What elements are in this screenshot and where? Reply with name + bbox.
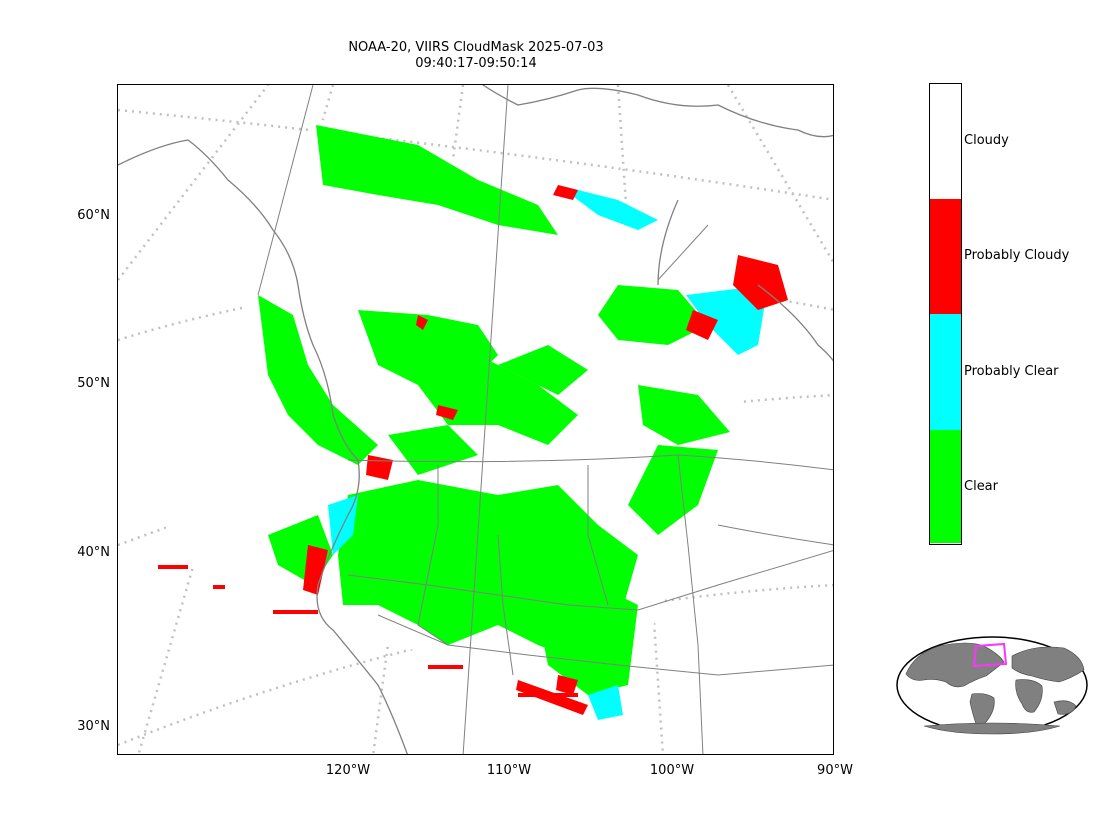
lon-label-90w: 90°W <box>817 763 853 778</box>
coastlines <box>118 85 833 754</box>
meridian-120w <box>137 85 335 754</box>
map-title-line2: 09:40:17-09:50:14 <box>415 56 537 71</box>
map-canvas <box>118 85 833 754</box>
lat-label-30n: 30°N <box>77 719 110 734</box>
swath-edge-speckle <box>158 565 578 697</box>
lon-label-110w: 110°W <box>486 763 532 778</box>
colorbar-segment-cloudy <box>930 84 961 199</box>
colorbar-segment-probably-clear <box>930 314 961 430</box>
australia-shape <box>1053 700 1077 715</box>
antarctica-shape <box>923 722 1061 735</box>
clear-regions <box>258 125 730 695</box>
meridian-130w <box>118 85 269 281</box>
colorbar-label-probably-cloudy: Probably Cloudy <box>964 248 1070 263</box>
lon-label-100w: 100°W <box>649 763 695 778</box>
colorbar-label-probably-clear: Probably Clear <box>964 364 1059 379</box>
meridian-90w <box>726 85 833 265</box>
swath-locator-box <box>972 642 1008 668</box>
africa-shape <box>1015 679 1043 713</box>
north-america-shape <box>905 642 1005 688</box>
colorbar-segment-probably-cloudy <box>930 199 961 314</box>
global-locator-inset <box>896 636 1088 735</box>
map-title-line1: NOAA-20, VIIRS CloudMask 2025-07-03 <box>348 40 604 55</box>
map-panel[interactable] <box>117 84 834 755</box>
colorbar-label-clear: Clear <box>964 479 998 494</box>
probably-cloudy-regions <box>303 185 788 715</box>
lat-label-60n: 60°N <box>77 208 110 223</box>
lon-label-120w: 120°W <box>325 763 371 778</box>
lat-label-40n: 40°N <box>77 545 110 560</box>
political-borders <box>257 85 833 754</box>
colorbar-label-cloudy: Cloudy <box>964 133 1009 148</box>
eurasia-shape <box>1011 646 1085 683</box>
south-america-shape <box>969 693 995 727</box>
colorbar <box>929 83 962 545</box>
lat-label-50n: 50°N <box>77 376 110 391</box>
colorbar-segment-clear <box>930 430 961 543</box>
